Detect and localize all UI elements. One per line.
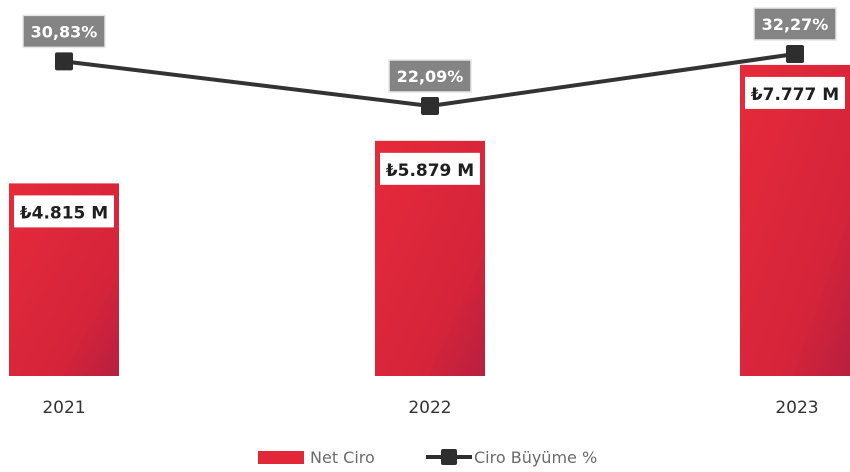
- bar-value-label: ₺4.815 M: [20, 203, 108, 223]
- bar-value-label: ₺5.879 M: [386, 161, 474, 181]
- growth-label: 32,27%: [762, 15, 829, 34]
- growth-label-box: [388, 59, 472, 93]
- legend-net-ciro-swatch: [258, 451, 304, 464]
- bar-2023: [740, 64, 850, 377]
- x-tick-2021: 2021: [42, 398, 85, 418]
- bar-value-label-box: [745, 76, 845, 109]
- growth-marker-2022: [421, 97, 439, 115]
- x-axis-ticks: 2021 2022 2023: [42, 398, 818, 418]
- legend-growth-marker: [441, 449, 457, 465]
- growth-line-layer: [55, 45, 804, 115]
- growth-label-box: [22, 14, 106, 49]
- labels-layer: ₺4.815 M ₺5.879 M ₺7.777 M 30,83% 22,09% 32,2…: [14, 7, 845, 228]
- legend-net-ciro-label: Net Ciro: [310, 448, 375, 467]
- growth-marker-2021: [55, 52, 73, 71]
- bar-value-label-box: [380, 152, 480, 185]
- legend: Net Ciro Ciro Büyüme %: [258, 448, 597, 467]
- bar-value-label: ₺7.777 M: [751, 85, 839, 105]
- x-tick-2023: 2023: [775, 398, 818, 418]
- growth-label-box: [753, 7, 837, 41]
- legend-growth-label: Ciro Büyüme %: [474, 448, 597, 467]
- bar-value-label-box: [14, 195, 114, 228]
- growth-label: 30,83%: [31, 22, 98, 41]
- x-tick-2022: 2022: [408, 398, 451, 418]
- growth-label: 22,09%: [397, 67, 464, 86]
- growth-marker-2023: [786, 45, 804, 63]
